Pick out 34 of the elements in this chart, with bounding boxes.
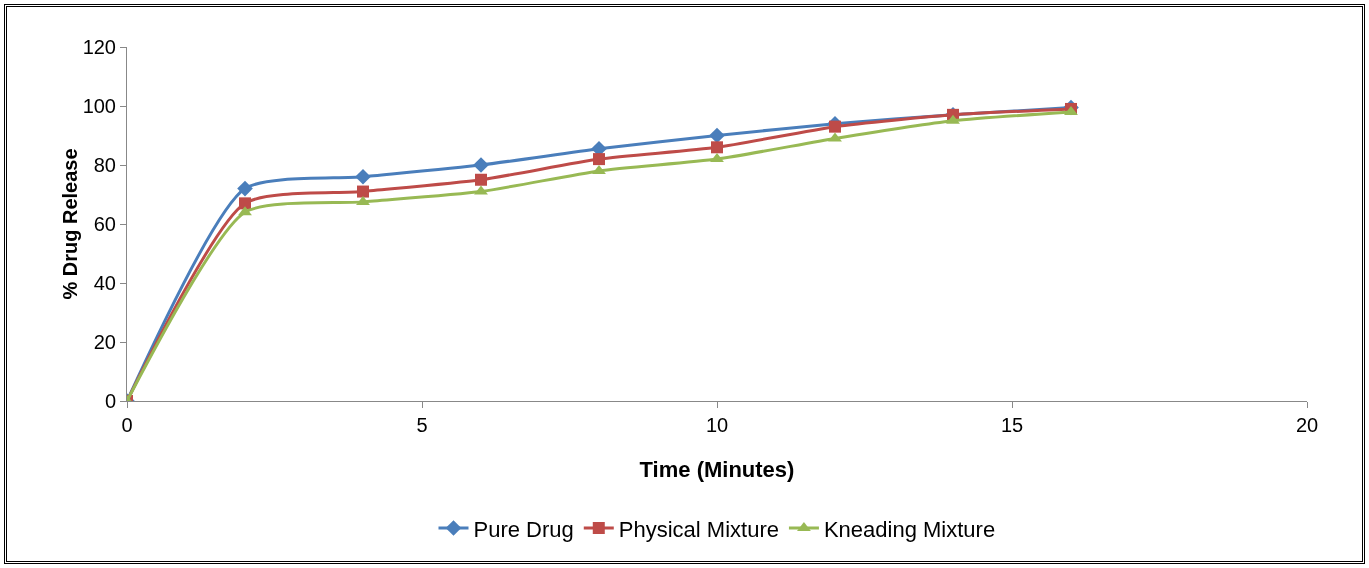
y-tick-label: 0 (104, 390, 116, 412)
y-tick-label: 60 (93, 213, 116, 235)
x-tick-label: 5 (416, 414, 428, 436)
point (710, 153, 724, 163)
point (356, 195, 370, 205)
x-tick-label: 20 (1295, 414, 1319, 436)
point (475, 173, 487, 186)
point (946, 114, 960, 124)
y-tick-label: 40 (93, 272, 116, 294)
x-axis-title: Time (Minutes) (639, 457, 795, 482)
point (828, 132, 842, 142)
point (355, 169, 371, 185)
point (711, 141, 723, 154)
point (238, 206, 252, 216)
point (474, 185, 488, 195)
point (592, 164, 606, 174)
point (709, 127, 725, 144)
point (357, 185, 369, 198)
legend-label: Physical Mixture (618, 516, 779, 542)
point (473, 157, 489, 173)
y-axis-title: % Drug Release (59, 148, 81, 300)
y-tick-label: 100 (82, 95, 116, 117)
y-tick-label: 80 (93, 154, 116, 176)
point (239, 197, 251, 210)
point (237, 180, 253, 197)
point (593, 153, 605, 166)
x-tick-label: 10 (705, 414, 729, 436)
y-tick-label: 20 (93, 331, 116, 353)
legend-label: Pure Drug (473, 516, 574, 542)
legend-label: Kneading Mixture (823, 516, 996, 542)
x-tick-label: 15 (1000, 414, 1024, 436)
y-tick-label: 120 (82, 36, 116, 58)
x-tick-label: 0 (121, 414, 133, 436)
point (829, 120, 841, 133)
